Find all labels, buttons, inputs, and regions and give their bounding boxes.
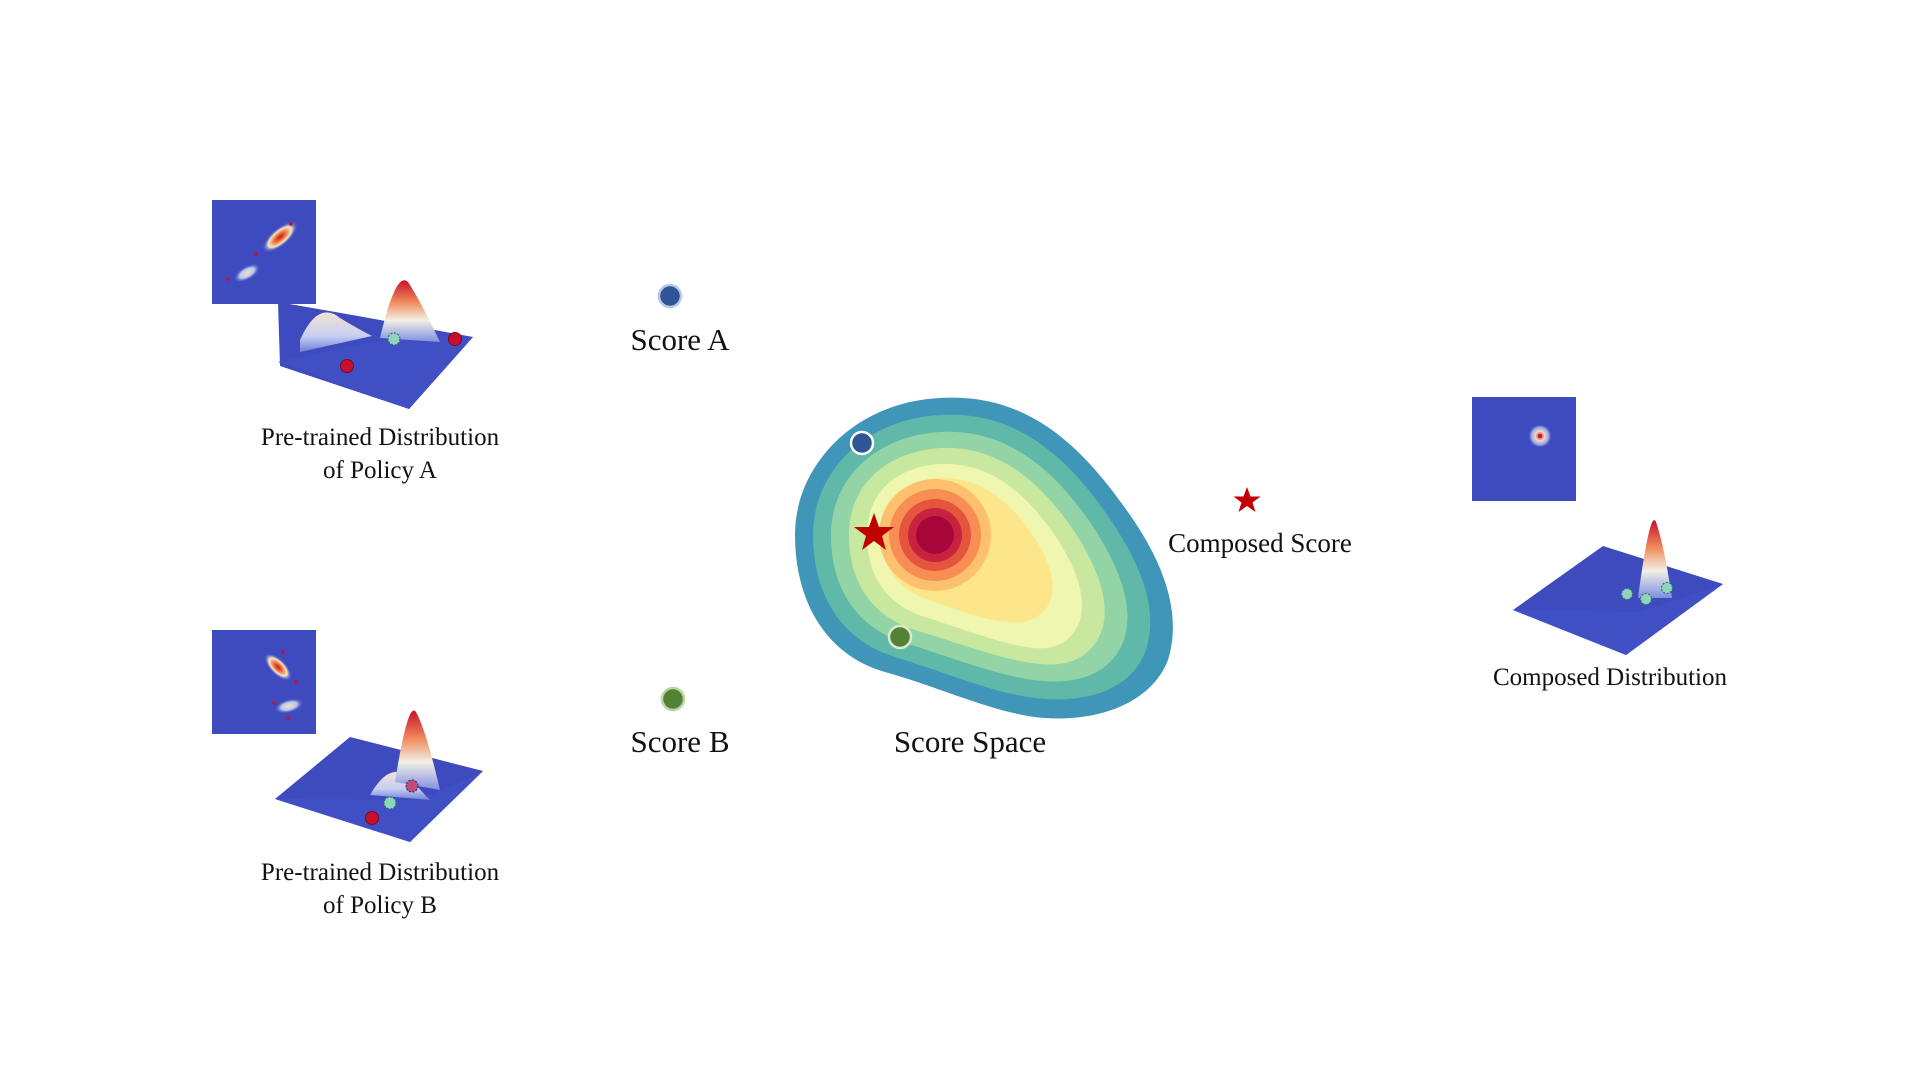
policy-a-label-line2: of Policy A (323, 456, 437, 484)
score-a-marker (657, 283, 683, 309)
policy-b-surface (275, 710, 483, 842)
score-a-label: Score A (630, 322, 730, 357)
policy-b-label: Pre-trained Distribution of Policy B (200, 857, 560, 922)
score-space-contours (795, 397, 1173, 719)
composed-distribution-label: Composed Distribution (1492, 664, 1728, 691)
composed-score-star (1233, 487, 1261, 512)
score-space-label: Score Space (893, 724, 1047, 759)
policy-a-heatmap (212, 200, 316, 304)
policy-a-surface (278, 280, 473, 409)
policy-a-label: Pre-trained Distribution of Policy A (200, 422, 560, 487)
composed-score-label: Composed Score (1168, 528, 1352, 558)
composed-surface (1513, 520, 1723, 655)
policy-b-label-line1: Pre-trained Distribution (260, 859, 500, 886)
composed-heatmap (1472, 397, 1576, 501)
policy-a-label-line1: Pre-trained Distribution (260, 424, 500, 451)
score-b-marker (660, 686, 686, 712)
policy-b-label-line2: of Policy B (323, 891, 437, 919)
score-b-label: Score B (630, 724, 730, 759)
policy-b-heatmap (212, 630, 316, 734)
